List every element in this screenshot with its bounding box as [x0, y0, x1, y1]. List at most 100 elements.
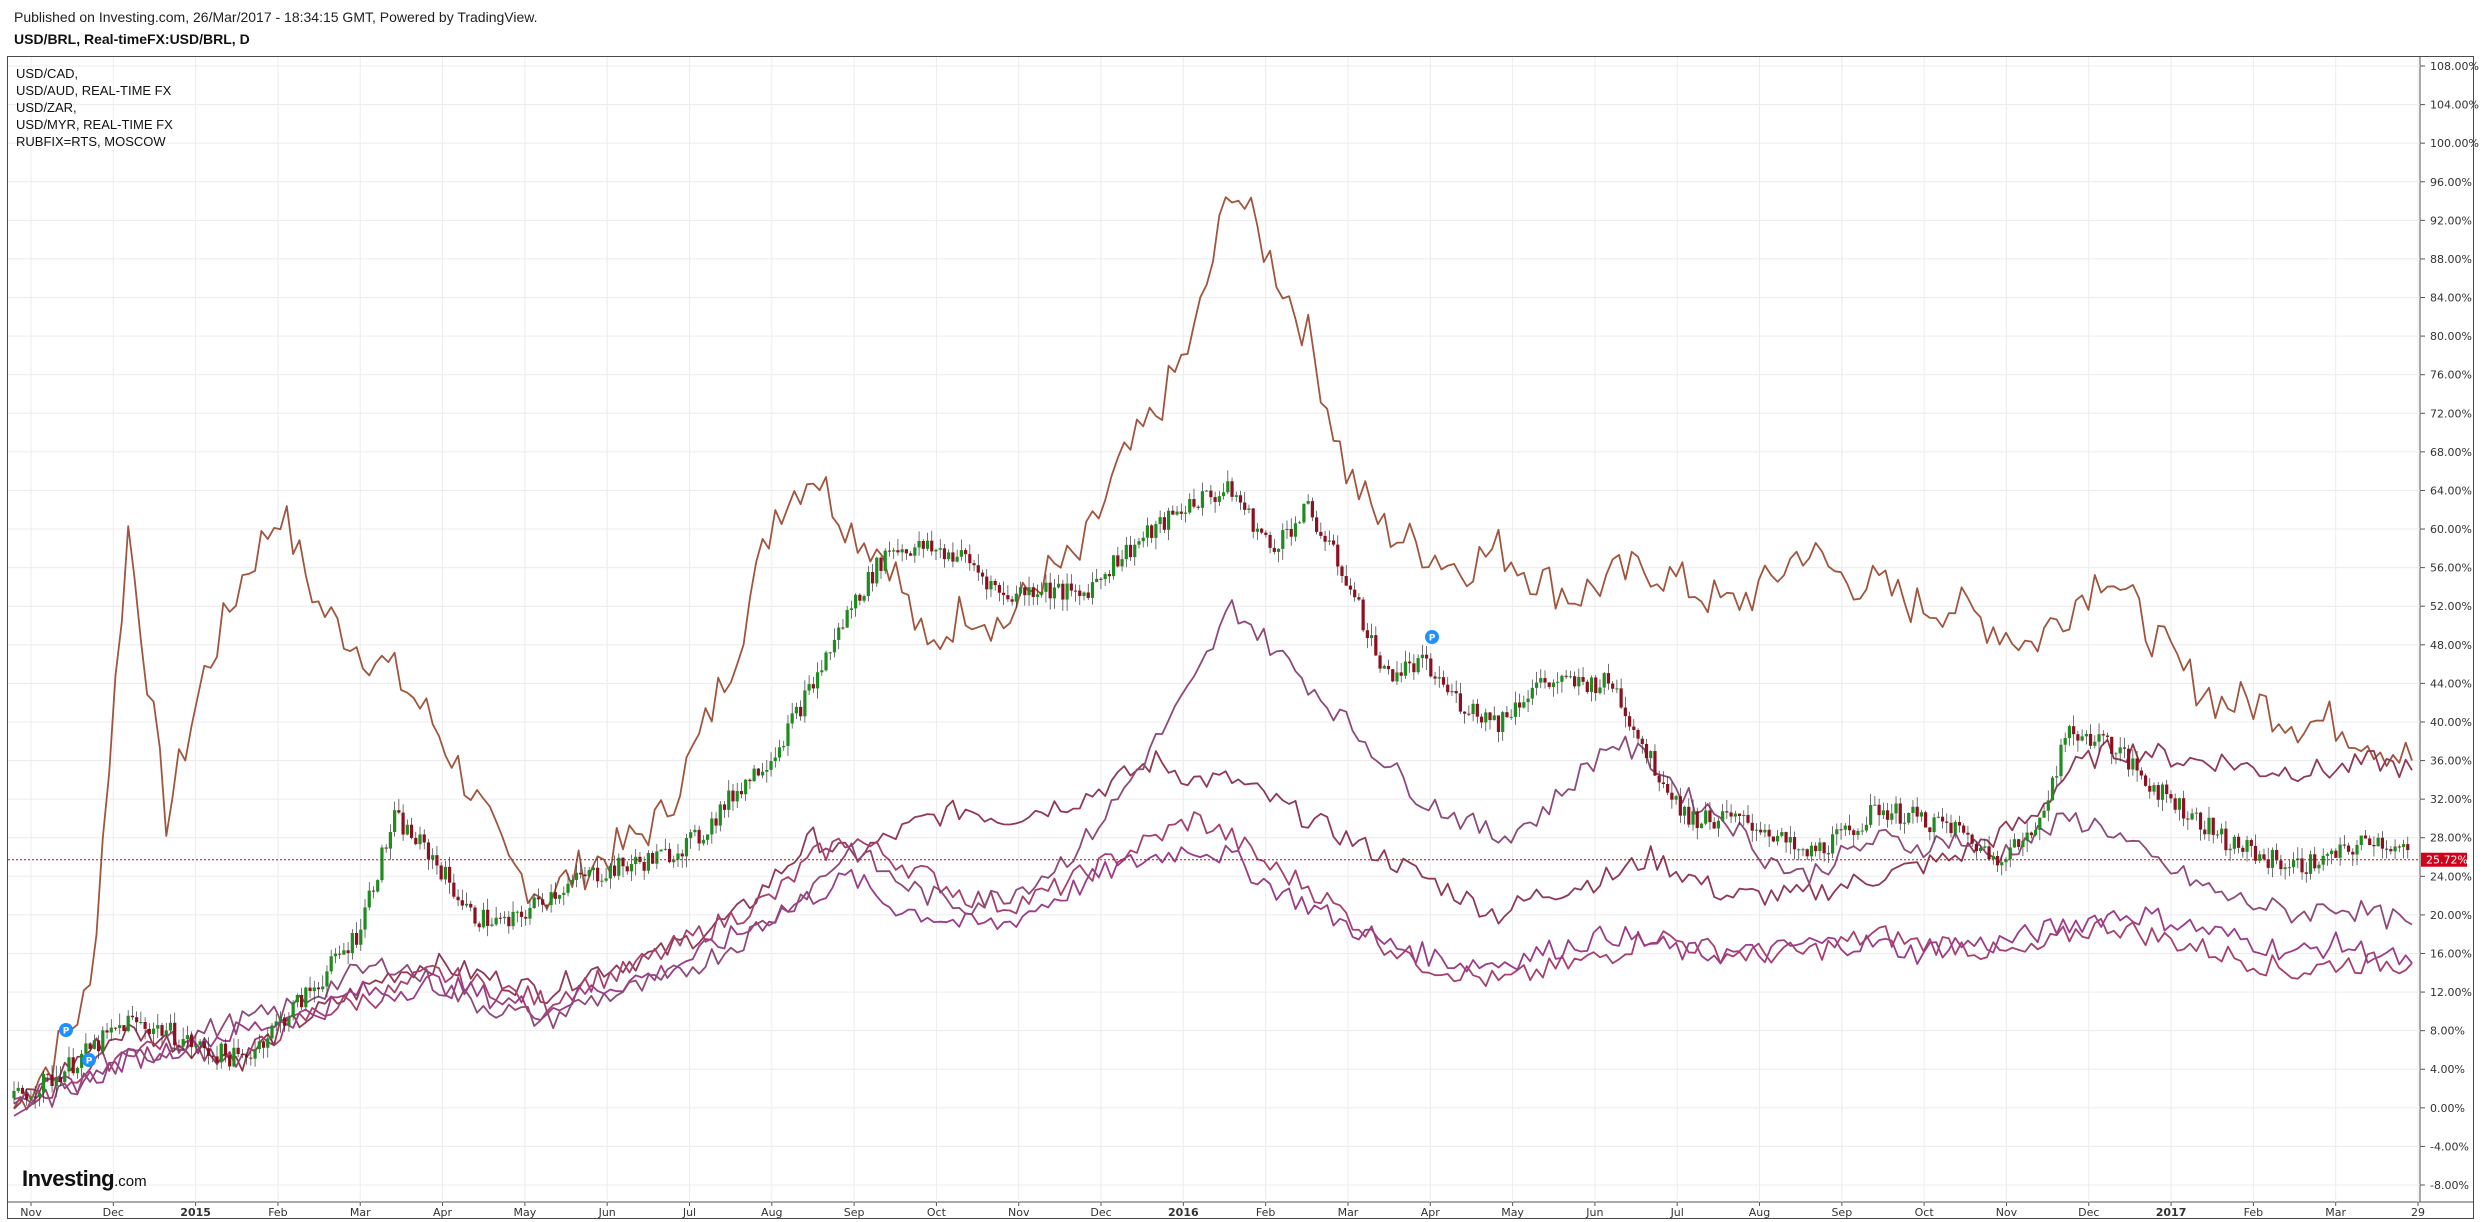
candle-body — [596, 867, 600, 882]
candle-body — [1002, 592, 1006, 596]
event-marker-icon[interactable]: P — [82, 1053, 96, 1067]
event-marker-circle — [1425, 630, 1439, 644]
candle-body — [477, 923, 481, 928]
candle-body — [2211, 817, 2215, 835]
candle-body — [2021, 840, 2025, 847]
event-marker-circle — [59, 1023, 73, 1037]
x-tick-label: Dec — [2078, 1206, 2099, 1219]
candle-body — [1475, 703, 1479, 717]
candle-body — [1589, 677, 1594, 692]
y-tick-label: 0.00% — [2430, 1102, 2465, 1115]
candle-body — [71, 1057, 75, 1074]
candle-body — [756, 768, 760, 776]
candle-body — [1653, 751, 1657, 776]
candle-body — [608, 865, 612, 879]
candle-body — [638, 856, 642, 862]
candle-body — [1687, 806, 1691, 825]
candle-body — [2105, 735, 2110, 737]
candle-body — [1915, 806, 1919, 817]
chart-frame[interactable] — [7, 56, 2474, 1219]
candle-body — [304, 987, 308, 1008]
candle-body — [1120, 559, 1124, 567]
candle-body — [2177, 798, 2181, 810]
candle-body — [1044, 582, 1048, 592]
candle-body — [1712, 822, 1716, 829]
candle-body — [1014, 593, 1018, 602]
candle-body — [760, 771, 765, 776]
candle-body — [1264, 532, 1268, 535]
candle-body — [1526, 698, 1530, 703]
candle-body — [659, 849, 663, 852]
candle-body — [1496, 715, 1501, 733]
candle-body — [20, 1087, 25, 1094]
event-marker-circle — [82, 1053, 96, 1067]
y-tick-label: 32.00% — [2430, 793, 2472, 806]
candle-body — [646, 853, 650, 871]
candle-body — [1885, 810, 1890, 820]
candle-body — [1560, 675, 1564, 682]
candle-body — [443, 866, 447, 880]
candle-body — [689, 832, 693, 839]
candle-body — [1454, 690, 1458, 694]
candle-body — [591, 867, 596, 871]
candle-body — [1602, 673, 1606, 688]
candle-body — [735, 791, 739, 802]
candle-body — [1484, 712, 1488, 723]
candle-body — [1746, 814, 1750, 823]
x-tick-label: Oct — [1915, 1206, 1935, 1219]
candle-body — [1881, 810, 1885, 816]
candle-body — [2300, 858, 2304, 873]
candle-body — [634, 856, 638, 865]
candle-body — [2232, 836, 2236, 849]
candle-body — [1052, 587, 1057, 599]
event-marker-icon[interactable]: P — [1425, 630, 1439, 644]
candle-body — [600, 880, 604, 882]
candle-body — [384, 847, 388, 849]
candle-body — [236, 1047, 240, 1055]
candle-body — [1154, 523, 1158, 538]
candle-body — [1695, 811, 1699, 829]
x-tick-label: Apr — [433, 1206, 453, 1219]
candle-body — [997, 585, 1002, 593]
candle-body — [1847, 825, 1852, 831]
candle-body — [1983, 846, 1987, 848]
candle-body — [1298, 522, 1302, 524]
candle-body — [2258, 854, 2262, 861]
candle-body — [1175, 511, 1179, 515]
candle-body — [1065, 583, 1069, 600]
candle-body — [1670, 792, 1674, 800]
candle-body — [2088, 733, 2093, 746]
candle-body — [1463, 711, 1467, 714]
candle-series-usdbrl — [12, 470, 2410, 1109]
y-tick-label: 68.00% — [2430, 446, 2472, 459]
candle-body — [473, 907, 477, 924]
candle-body — [329, 956, 333, 972]
candle-body — [2198, 812, 2203, 830]
candle-body — [2385, 848, 2389, 850]
event-marker-icon[interactable]: P — [59, 1023, 73, 1037]
investing-logo[interactable]: Investing.com — [22, 1166, 147, 1192]
candle-body — [1556, 681, 1560, 683]
candle-body — [139, 1021, 143, 1023]
candle-body — [75, 1067, 80, 1074]
candle-body — [338, 953, 342, 955]
candle-body — [663, 848, 667, 850]
candle-body — [1188, 499, 1192, 513]
candle-body — [1784, 832, 1788, 843]
candle-body — [1162, 517, 1166, 530]
candle-body — [972, 563, 976, 566]
series-line-cad — [13, 844, 2413, 1117]
candle-body — [2156, 785, 2160, 800]
candle-body — [2253, 845, 2258, 861]
candle-body — [1395, 672, 1399, 682]
candle-body — [12, 1090, 16, 1099]
candle-body — [1408, 661, 1412, 664]
candle-body — [1255, 528, 1260, 532]
candle-body — [790, 713, 794, 724]
candle-body — [1995, 856, 2000, 866]
y-tick-label: 36.00% — [2430, 755, 2472, 768]
candle-body — [118, 1025, 122, 1029]
candle-body — [1027, 587, 1031, 596]
candle-body — [1302, 503, 1306, 523]
